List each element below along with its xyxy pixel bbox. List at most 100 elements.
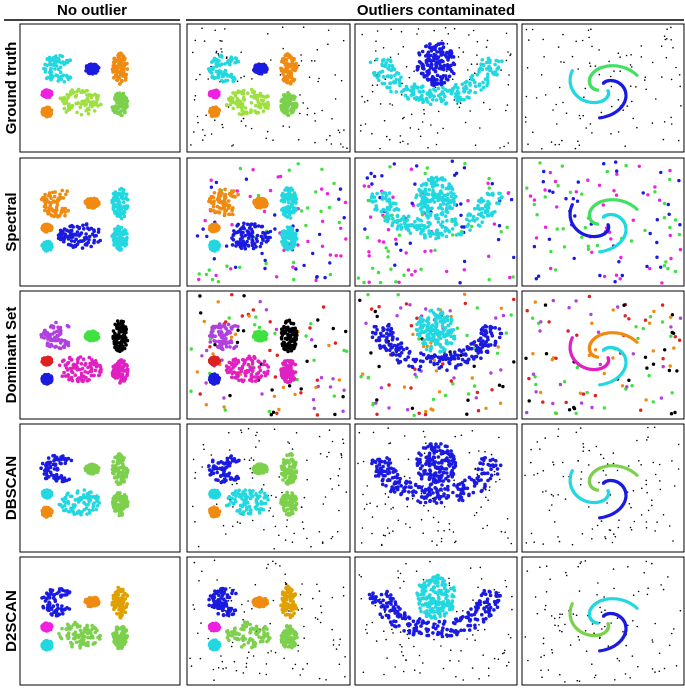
point <box>49 325 53 329</box>
point <box>227 199 231 203</box>
point <box>406 66 408 68</box>
point <box>265 138 267 140</box>
point <box>68 357 72 361</box>
point <box>375 207 379 211</box>
point <box>98 373 102 377</box>
point <box>232 189 236 193</box>
point <box>562 34 564 36</box>
point <box>211 112 215 116</box>
point <box>393 162 396 165</box>
point <box>293 193 297 197</box>
point <box>479 88 483 92</box>
point <box>388 82 392 86</box>
point <box>561 140 563 142</box>
point <box>77 88 81 92</box>
point <box>445 101 449 105</box>
point <box>655 241 658 244</box>
point <box>49 201 53 205</box>
point <box>666 28 668 30</box>
point <box>446 210 450 214</box>
point <box>580 118 582 120</box>
point <box>598 250 601 253</box>
point <box>259 198 263 202</box>
point <box>119 109 123 113</box>
point <box>669 257 672 260</box>
point <box>76 358 80 362</box>
point <box>292 261 295 264</box>
point <box>237 89 241 93</box>
point <box>230 223 233 226</box>
point <box>275 328 278 331</box>
point <box>118 76 122 80</box>
point <box>442 45 446 49</box>
point <box>385 199 389 203</box>
point <box>447 200 451 204</box>
point <box>364 101 366 103</box>
point <box>463 268 466 271</box>
point <box>619 256 622 259</box>
point <box>60 189 64 193</box>
point <box>260 225 264 229</box>
point <box>293 69 297 73</box>
point <box>283 106 287 110</box>
point <box>409 77 411 79</box>
point <box>389 90 393 94</box>
point <box>564 197 567 200</box>
point <box>63 80 67 84</box>
panel <box>187 158 350 286</box>
point <box>399 76 403 80</box>
point <box>424 182 428 186</box>
point <box>422 121 424 123</box>
point <box>599 74 601 76</box>
point <box>241 105 245 109</box>
point <box>242 98 246 102</box>
point <box>490 212 494 216</box>
point <box>317 49 319 51</box>
point <box>526 96 528 98</box>
panel <box>187 291 350 419</box>
point <box>424 54 428 58</box>
point <box>537 275 540 278</box>
point <box>630 54 632 56</box>
point <box>653 190 656 193</box>
point <box>232 144 234 146</box>
point <box>385 211 389 215</box>
point <box>668 213 671 216</box>
point <box>494 59 498 63</box>
point <box>58 232 62 236</box>
point <box>72 363 76 367</box>
point <box>646 193 649 196</box>
point <box>282 79 286 83</box>
point <box>265 240 269 244</box>
point <box>538 161 541 164</box>
point <box>407 268 410 271</box>
point <box>247 230 251 234</box>
point <box>420 184 424 188</box>
point <box>111 234 115 238</box>
point <box>533 245 536 248</box>
point <box>90 370 94 374</box>
point <box>96 68 100 72</box>
point <box>506 33 508 35</box>
point <box>420 223 424 227</box>
point <box>208 109 212 113</box>
point <box>485 84 489 88</box>
point <box>92 197 96 201</box>
point <box>61 374 65 378</box>
point <box>417 65 421 69</box>
point <box>280 69 284 73</box>
point <box>389 103 391 105</box>
point <box>536 97 538 99</box>
point <box>50 214 54 218</box>
point <box>81 224 85 228</box>
point <box>421 229 425 233</box>
point <box>211 248 215 252</box>
point <box>263 198 267 202</box>
point <box>118 66 122 70</box>
point <box>114 60 118 64</box>
point <box>380 174 383 177</box>
point <box>202 139 204 141</box>
point <box>117 227 121 231</box>
point <box>441 176 445 180</box>
point <box>434 214 438 218</box>
